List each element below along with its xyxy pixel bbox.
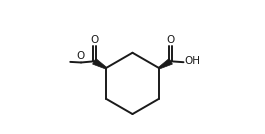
Polygon shape (92, 58, 107, 69)
Text: O: O (90, 35, 98, 45)
Text: OH: OH (184, 57, 200, 66)
Text: O: O (167, 35, 175, 45)
Text: O: O (77, 51, 85, 61)
Polygon shape (158, 58, 173, 69)
